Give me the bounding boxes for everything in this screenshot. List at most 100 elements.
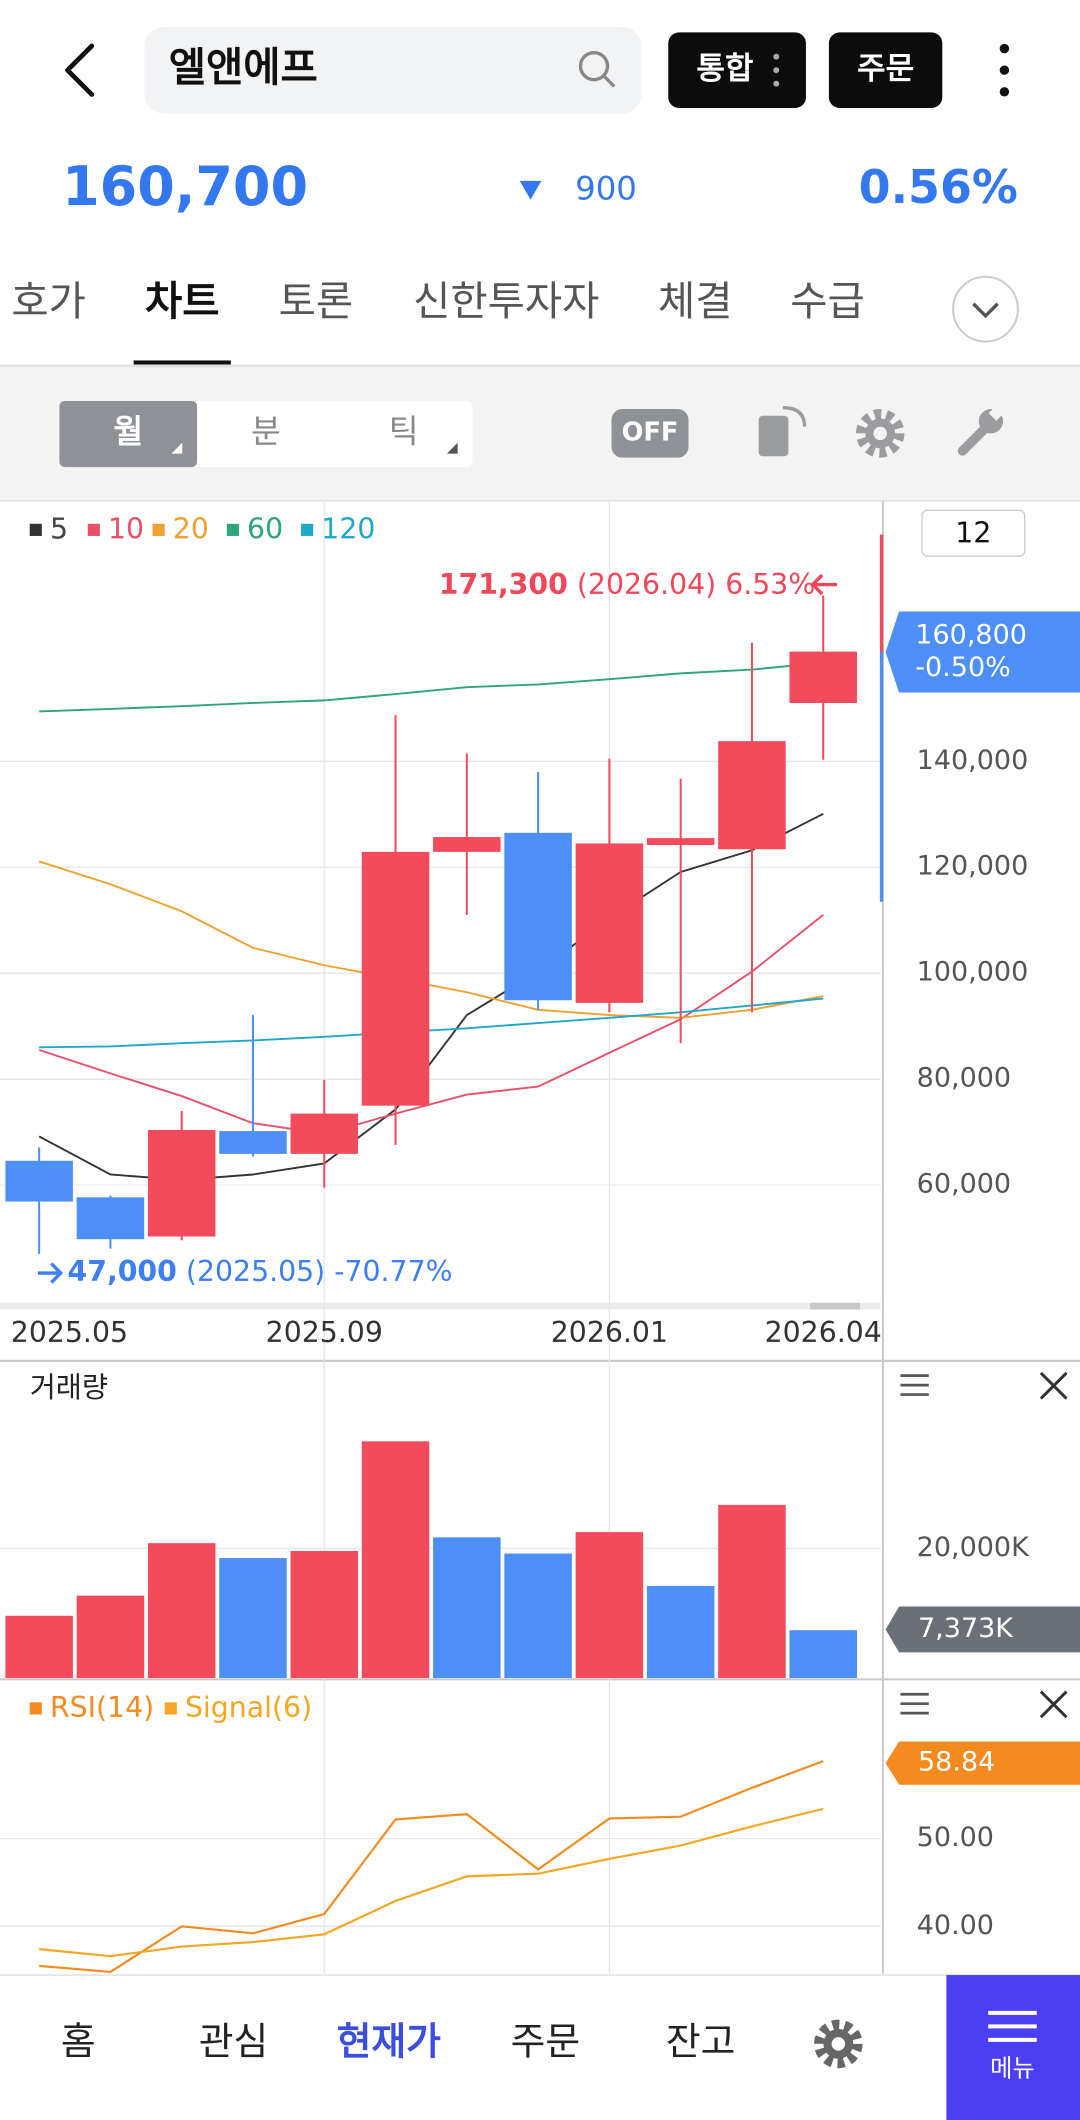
current-rate: -0.50% xyxy=(915,652,1011,683)
panel-close[interactable] xyxy=(1039,1371,1068,1400)
tab[interactable]: 호가 xyxy=(11,277,86,325)
period-option[interactable]: 월 xyxy=(113,412,143,450)
dot xyxy=(773,80,780,87)
moving-average xyxy=(39,661,824,713)
volume-bar xyxy=(504,1553,572,1679)
y-tick-label: 20,000K xyxy=(917,1532,1030,1563)
value-tag xyxy=(885,1606,1080,1653)
y-tick-label: 140,000 xyxy=(917,745,1029,776)
moving-average xyxy=(39,997,824,1049)
candle-body xyxy=(433,837,501,852)
legend-label: 60 xyxy=(247,513,283,546)
volume-bar xyxy=(433,1537,501,1679)
tool-icon[interactable] xyxy=(957,405,1004,456)
icon-shape xyxy=(873,426,887,441)
icon-shape xyxy=(988,405,1004,421)
more-button[interactable] xyxy=(999,43,1010,97)
panel-menu[interactable] xyxy=(900,1692,929,1715)
tab[interactable]: 토론 xyxy=(279,277,354,325)
nav-item[interactable]: 홈 xyxy=(61,2019,96,2063)
tab-underline xyxy=(133,360,231,368)
change: 900 xyxy=(575,169,637,207)
legend-label: RSI(14) xyxy=(50,1691,154,1724)
legend-label: 20 xyxy=(173,513,209,546)
search-text: 엘앤에프 xyxy=(169,43,318,91)
x-tick-label: 2026.04 xyxy=(765,1316,882,1349)
chevron xyxy=(972,302,999,319)
toggle[interactable] xyxy=(611,409,689,458)
period-option[interactable]: 틱 xyxy=(389,412,419,450)
chart-area xyxy=(0,500,1080,1976)
volume-bar xyxy=(76,1595,145,1679)
scroll-track xyxy=(0,1302,881,1310)
settings-icon[interactable] xyxy=(855,409,905,458)
candle-body xyxy=(219,1131,287,1154)
candle-body xyxy=(147,1130,216,1237)
icon-shape xyxy=(831,2037,846,2051)
dot xyxy=(999,43,1010,54)
bottom-nav xyxy=(0,1975,1080,2120)
nav-item[interactable]: 현재가 xyxy=(337,2019,442,2063)
down-arrow xyxy=(519,180,542,200)
period-option[interactable]: 분 xyxy=(251,412,281,450)
value-label: 58.84 xyxy=(918,1747,995,1778)
x-tick-label: 2025.05 xyxy=(11,1316,128,1349)
tab[interactable]: 수급 xyxy=(790,277,865,325)
y-tick-label: 80,000 xyxy=(917,1063,1011,1094)
x-tick-label: 2026.01 xyxy=(551,1316,668,1349)
candle-body xyxy=(789,651,857,703)
volume-bar xyxy=(646,1585,715,1679)
dot xyxy=(773,67,780,74)
period-box[interactable] xyxy=(921,509,1026,557)
current-price-tag xyxy=(885,611,1080,693)
low-value: 47,000 xyxy=(68,1255,177,1288)
tab-bar: 호가 차트 토론 신한투자자 체결 수급 xyxy=(11,277,864,325)
volume-bar xyxy=(718,1504,786,1679)
price: 160,700 xyxy=(62,155,308,218)
nav-items: 홈 관심 현재가 주문 잔고 xyxy=(61,2019,736,2063)
dot xyxy=(999,87,1010,97)
icon-shape xyxy=(855,409,905,458)
y-tick-label: 120,000 xyxy=(917,851,1029,882)
volume-bar xyxy=(789,1630,857,1679)
current-price: 160,800 xyxy=(915,619,1027,650)
volume-bar xyxy=(575,1532,644,1679)
tab-expand[interactable] xyxy=(952,275,1019,343)
candle-body xyxy=(361,851,430,1106)
icon-shape xyxy=(900,1374,929,1396)
legend-swatch xyxy=(29,523,42,536)
tab[interactable]: 체결 xyxy=(658,277,733,325)
tab[interactable]: 신한투자자 xyxy=(413,277,599,325)
candle-body xyxy=(290,1113,359,1154)
low-date: (2025.05) xyxy=(186,1255,325,1288)
back-button[interactable] xyxy=(65,43,95,97)
tab[interactable]: 차트 xyxy=(145,277,220,325)
toggle-label: OFF xyxy=(622,417,679,447)
y-tick-label: 100,000 xyxy=(917,957,1029,988)
moving-average xyxy=(38,860,824,1019)
order-button[interactable] xyxy=(828,32,943,109)
rotate-icon[interactable] xyxy=(758,406,807,457)
search-box[interactable] xyxy=(144,27,642,114)
legend-swatch xyxy=(301,523,314,536)
panel-menu[interactable] xyxy=(900,1374,929,1396)
search-icon[interactable] xyxy=(578,50,610,82)
panel-close[interactable] xyxy=(1039,1690,1068,1719)
scroll-thumb[interactable] xyxy=(810,1302,860,1310)
legend-swatch xyxy=(87,523,100,536)
menu-button[interactable] xyxy=(946,1975,1080,2120)
period-active xyxy=(59,400,198,468)
icon-shape xyxy=(758,415,789,457)
search-icon-handle xyxy=(602,74,616,88)
high-value: 171,300 xyxy=(439,568,568,601)
candle-body xyxy=(718,741,786,850)
nav-item[interactable]: 주문 xyxy=(511,2019,581,2063)
nav-settings[interactable] xyxy=(814,2019,863,2069)
candle-body xyxy=(575,843,644,1003)
nav-item[interactable]: 관심 xyxy=(199,2019,269,2063)
candle-body xyxy=(504,832,572,1001)
integrated-button[interactable] xyxy=(668,32,806,109)
nav-item[interactable]: 잔고 xyxy=(666,2019,736,2063)
